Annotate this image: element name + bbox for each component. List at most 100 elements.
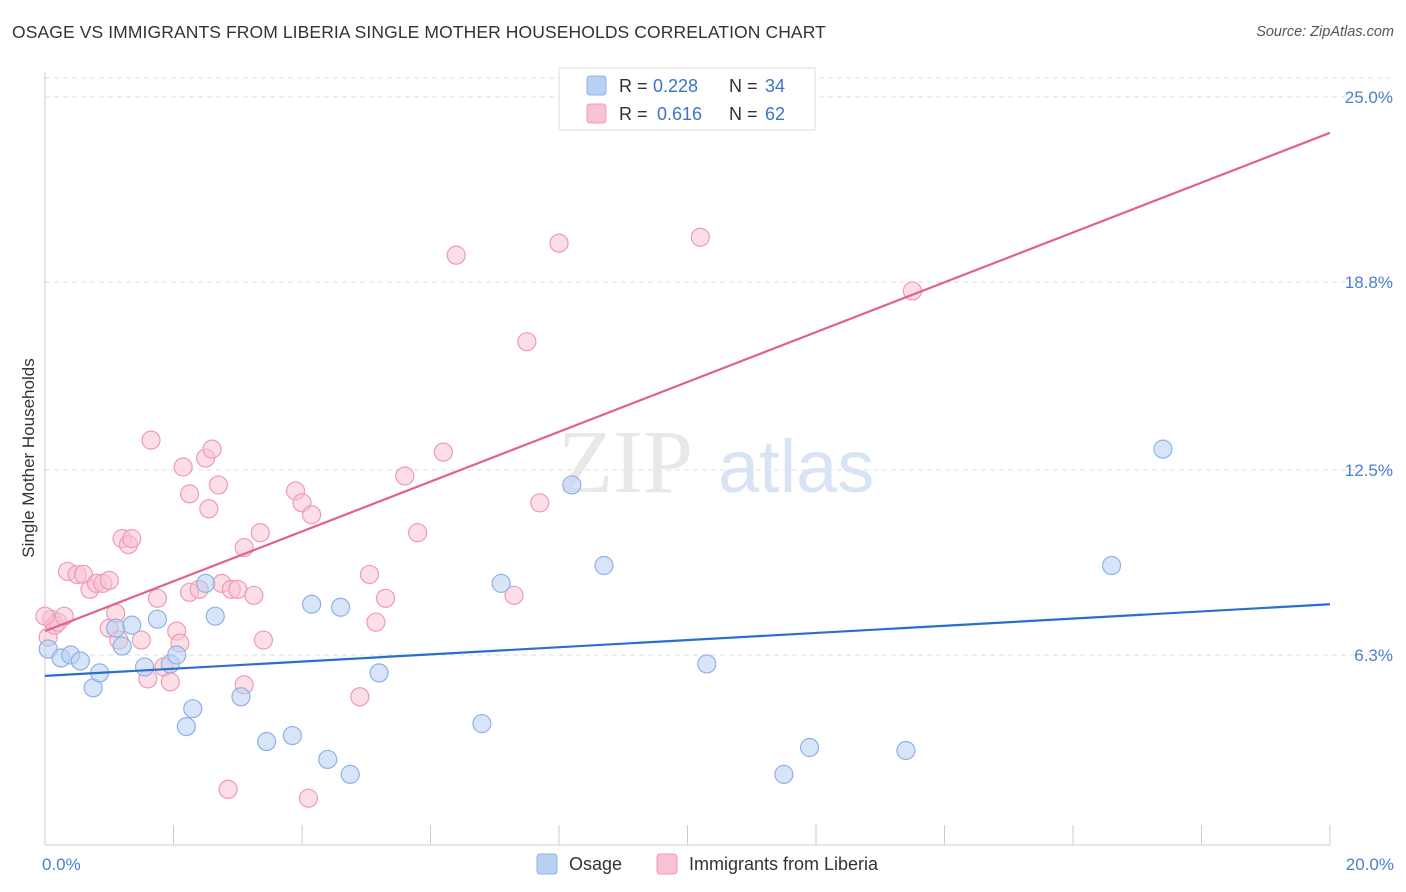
liberia-point — [359, 564, 380, 585]
osage-point — [196, 573, 216, 593]
x-tick-marks — [173, 825, 1331, 845]
legend-swatch-osage — [586, 75, 607, 96]
osage-point — [282, 725, 302, 746]
liberia-point — [549, 233, 569, 253]
osage-point — [112, 636, 132, 656]
liberia-point — [350, 687, 370, 707]
liberia-point — [199, 499, 219, 519]
liberia-point — [160, 672, 180, 692]
chart-source: Source: ZipAtlas.com — [1256, 24, 1394, 40]
liberia-point — [504, 585, 524, 605]
bottom-legend-swatch-liberia — [656, 853, 678, 875]
liberia-point — [179, 484, 200, 504]
osage-point — [147, 609, 168, 629]
legend-r-value-liberia: 0.616 — [657, 104, 702, 124]
legend-r-label-liberia: R = — [619, 104, 648, 124]
osage-point — [176, 717, 196, 737]
bottom-legend-label-osage: Osage — [569, 854, 622, 874]
watermark-atlas: atlas — [718, 425, 874, 508]
osage-point — [799, 737, 820, 758]
liberia-point — [131, 630, 151, 650]
legend-n-label-osage: N = — [729, 76, 758, 96]
watermark: ZIP atlas — [558, 413, 874, 512]
osage-point — [302, 594, 322, 614]
watermark-zip: ZIP — [558, 413, 693, 512]
osage-point — [183, 699, 203, 719]
x-tick-label: 20.0% — [1346, 855, 1394, 874]
osage-point — [1101, 555, 1122, 576]
legend-r-value-osage: 0.228 — [653, 76, 698, 96]
liberia-point — [99, 570, 119, 591]
osage-point — [340, 764, 360, 784]
osage-point — [1153, 439, 1173, 459]
y-tick-labels: 6.3% 12.5% 18.8% 25.0% — [1345, 88, 1393, 665]
osage-point — [697, 654, 717, 674]
osage-point — [369, 663, 389, 683]
liberia-point — [395, 466, 415, 486]
chart-title: OSAGE VS IMMIGRANTS FROM LIBERIA SINGLE … — [12, 22, 826, 42]
grid-lines — [45, 77, 1395, 656]
osage-point — [167, 645, 187, 665]
liberia-point — [122, 529, 142, 549]
osage-point — [330, 597, 351, 617]
liberia-point — [517, 332, 537, 352]
x-tick-labels: 0.0% 20.0% — [42, 855, 1394, 874]
osage-point — [122, 615, 142, 635]
liberia-point — [218, 779, 238, 799]
trend-lines — [44, 131, 1331, 677]
liberia-point — [147, 588, 168, 608]
liberia-point — [446, 245, 466, 265]
liberia-point — [250, 523, 270, 543]
y-tick-label: 25.0% — [1345, 88, 1393, 107]
liberia-point — [253, 630, 274, 650]
osage-point — [106, 618, 126, 638]
bottom-legend: Osage Immigrants from Liberia — [536, 853, 879, 875]
series-liberia-points — [35, 227, 922, 808]
series-osage-points — [38, 439, 1173, 784]
legend-r-label-osage: R = — [619, 76, 648, 96]
liberia-point — [244, 585, 264, 605]
legend-swatch-liberia — [586, 103, 607, 124]
y-tick-label: 6.3% — [1354, 646, 1393, 665]
y-tick-label: 18.8% — [1345, 273, 1393, 292]
osage-point — [774, 764, 794, 784]
osage-point — [231, 687, 251, 707]
liberia-point — [302, 505, 322, 525]
osage-point — [318, 749, 338, 770]
liberia-point — [173, 457, 193, 477]
liberia-point — [366, 612, 386, 632]
liberia-point — [433, 442, 453, 462]
osage-point — [491, 573, 511, 593]
liberia-point — [54, 606, 74, 626]
legend-n-value-osage: 34 — [765, 76, 785, 96]
y-tick-label: 12.5% — [1345, 461, 1393, 480]
legend: R = 0.228 N = 34 R = 0.616 N = 62 — [558, 67, 816, 131]
liberia-point — [408, 523, 428, 543]
osage-point — [472, 714, 492, 734]
y-axis-label: Single Mother Households — [19, 358, 38, 557]
osage-point — [594, 555, 614, 576]
osage-point — [896, 740, 916, 761]
legend-n-value-liberia: 62 — [765, 104, 785, 124]
bottom-legend-label-liberia: Immigrants from Liberia — [689, 854, 879, 874]
osage-point — [562, 475, 582, 495]
osage-point — [134, 657, 155, 677]
liberia-point — [208, 475, 229, 495]
liberia-point — [298, 788, 319, 808]
liberia-point — [141, 430, 161, 450]
liberia-point — [228, 579, 248, 599]
osage-trend-line — [44, 603, 1331, 677]
bottom-legend-swatch-osage — [536, 853, 558, 875]
osage-point — [70, 651, 90, 671]
liberia-point — [690, 227, 710, 247]
x-tick-label: 0.0% — [42, 855, 81, 874]
legend-n-label-liberia: N = — [729, 104, 758, 124]
osage-point — [257, 731, 277, 752]
liberia-point — [375, 588, 396, 608]
liberia-point — [202, 439, 222, 459]
liberia-point — [530, 493, 550, 513]
liberia-point — [35, 606, 55, 626]
liberia-trend-line — [44, 131, 1331, 633]
osage-point — [205, 606, 225, 626]
